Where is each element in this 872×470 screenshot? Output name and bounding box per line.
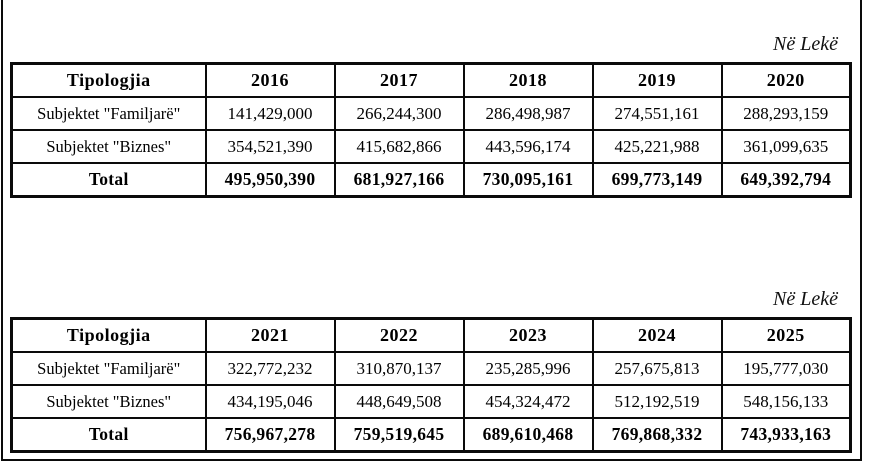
value-cell: 415,682,866 bbox=[333, 129, 465, 164]
total-row: Total 756,967,278 759,519,645 689,610,46… bbox=[10, 417, 852, 453]
column-header-year: 2018 bbox=[462, 62, 594, 98]
value-cell: 699,773,149 bbox=[591, 162, 723, 198]
table-row-biznes: Subjektet "Biznes" 354,521,390 415,682,8… bbox=[10, 129, 852, 164]
value-cell: 322,772,232 bbox=[204, 351, 336, 386]
row-label: Subjektet "Familjarë" bbox=[10, 96, 207, 131]
value-cell: 195,777,030 bbox=[720, 351, 852, 386]
column-header-year: 2020 bbox=[720, 62, 852, 98]
value-cell: 495,950,390 bbox=[204, 162, 336, 198]
column-header-tipologjia: Tipologjia bbox=[10, 62, 207, 98]
page-border-frame bbox=[1, 0, 862, 461]
value-cell: 759,519,645 bbox=[333, 417, 465, 453]
value-cell: 769,868,332 bbox=[591, 417, 723, 453]
value-cell: 141,429,000 bbox=[204, 96, 336, 131]
table-row-biznes: Subjektet "Biznes" 434,195,046 448,649,5… bbox=[10, 384, 852, 419]
row-label: Total bbox=[10, 417, 207, 453]
column-header-year: 2022 bbox=[333, 317, 465, 353]
table-2021-2025: Tipologjia 2021 2022 2023 2024 2025 Subj… bbox=[10, 317, 852, 453]
row-label: Subjektet "Biznes" bbox=[10, 129, 207, 164]
row-label: Subjektet "Biznes" bbox=[10, 384, 207, 419]
value-cell: 257,675,813 bbox=[591, 351, 723, 386]
column-header-year: 2016 bbox=[204, 62, 336, 98]
value-cell: 266,244,300 bbox=[333, 96, 465, 131]
value-cell: 235,285,996 bbox=[462, 351, 594, 386]
value-cell: 425,221,988 bbox=[591, 129, 723, 164]
column-header-year: 2021 bbox=[204, 317, 336, 353]
value-cell: 548,156,133 bbox=[720, 384, 852, 419]
value-cell: 361,099,635 bbox=[720, 129, 852, 164]
value-cell: 756,967,278 bbox=[204, 417, 336, 453]
value-cell: 274,551,161 bbox=[591, 96, 723, 131]
total-row: Total 495,950,390 681,927,166 730,095,16… bbox=[10, 162, 852, 198]
column-header-year: 2025 bbox=[720, 317, 852, 353]
table-2016-2020: Tipologjia 2016 2017 2018 2019 2020 Subj… bbox=[10, 62, 852, 198]
value-cell: 730,095,161 bbox=[462, 162, 594, 198]
unit-label: Në Lekë bbox=[773, 33, 838, 55]
column-header-year: 2019 bbox=[591, 62, 723, 98]
column-header-tipologjia: Tipologjia bbox=[10, 317, 207, 353]
value-cell: 681,927,166 bbox=[333, 162, 465, 198]
header-row: Tipologjia 2016 2017 2018 2019 2020 bbox=[10, 62, 852, 98]
column-header-year: 2024 bbox=[591, 317, 723, 353]
value-cell: 448,649,508 bbox=[333, 384, 465, 419]
value-cell: 649,392,794 bbox=[720, 162, 852, 198]
value-cell: 288,293,159 bbox=[720, 96, 852, 131]
value-cell: 689,610,468 bbox=[462, 417, 594, 453]
value-cell: 443,596,174 bbox=[462, 129, 594, 164]
column-header-year: 2017 bbox=[333, 62, 465, 98]
column-header-year: 2023 bbox=[462, 317, 594, 353]
value-cell: 743,933,163 bbox=[720, 417, 852, 453]
table-row-familjare: Subjektet "Familjarë" 322,772,232 310,87… bbox=[10, 351, 852, 386]
table-row-familjare: Subjektet "Familjarë" 141,429,000 266,24… bbox=[10, 96, 852, 131]
header-row: Tipologjia 2021 2022 2023 2024 2025 bbox=[10, 317, 852, 353]
value-cell: 286,498,987 bbox=[462, 96, 594, 131]
row-label: Total bbox=[10, 162, 207, 198]
value-cell: 454,324,472 bbox=[462, 384, 594, 419]
value-cell: 354,521,390 bbox=[204, 129, 336, 164]
value-cell: 310,870,137 bbox=[333, 351, 465, 386]
unit-label: Në Lekë bbox=[773, 288, 838, 310]
value-cell: 434,195,046 bbox=[204, 384, 336, 419]
row-label: Subjektet "Familjarë" bbox=[10, 351, 207, 386]
value-cell: 512,192,519 bbox=[591, 384, 723, 419]
